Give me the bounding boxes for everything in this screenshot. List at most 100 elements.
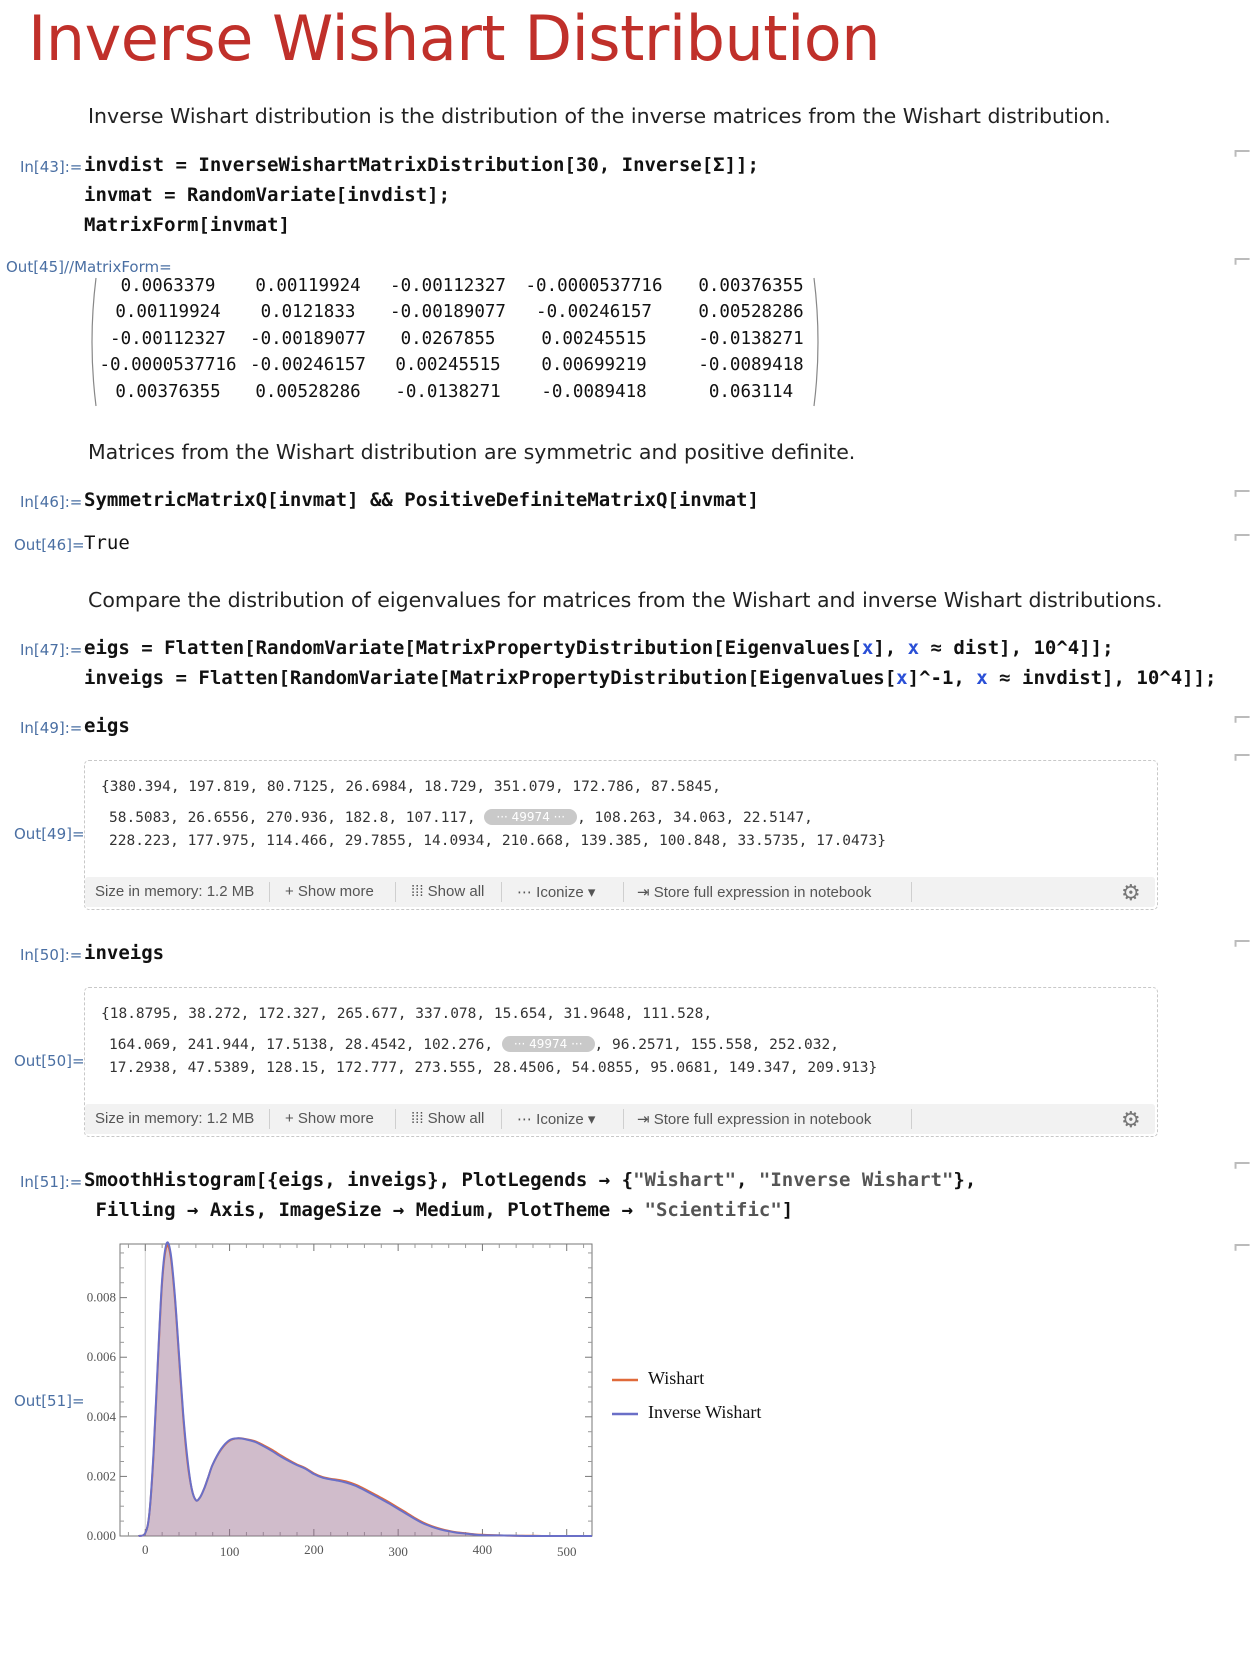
matrix-cell-r1-c1: 0.0063379 — [120, 276, 216, 296]
x-tick-label-0: 0 — [142, 1542, 149, 1557]
inveigs-line-2b: , 96.2571, 155.558, 252.032, — [594, 1037, 839, 1053]
output-label-45: Out[45]//MatrixForm= — [6, 258, 172, 276]
output-label-46: Out[46]= — [14, 536, 85, 554]
cell-bracket-out51[interactable]: ⌐ — [1232, 1232, 1253, 1260]
matrix-right-paren — [813, 277, 819, 407]
code-line-47b[interactable]: inveigs = Flatten[RandomVariate[MatrixPr… — [84, 667, 1217, 689]
matrix-cell-r3-c5: -0.0138271 — [698, 329, 804, 349]
matrix-cell-r1-c2: 0.00119924 — [255, 276, 361, 296]
eigs-toolbar-sep-5 — [911, 882, 912, 902]
y-tick-label-2: 0.004 — [87, 1409, 117, 1424]
output-label-51: Out[51]= — [14, 1392, 85, 1410]
code-51a-string2: "Inverse Wishart" — [758, 1169, 954, 1191]
y-tick-label-0: 0.000 — [87, 1528, 116, 1543]
y-tick-label-3: 0.006 — [87, 1349, 117, 1364]
eigs-store-button[interactable]: ⇥ Store full expression in notebook — [637, 884, 872, 901]
inveigs-show-more-button[interactable]: + Show more — [285, 1110, 374, 1127]
eigs-toolbar-sep-1 — [269, 882, 270, 902]
input-label-43: In[43]:= — [20, 158, 83, 176]
x-tick-label-400: 400 — [473, 1542, 493, 1557]
text-cell-3: Compare the distribution of eigenvalues … — [88, 588, 1163, 612]
inveigs-toolbar-sep-2 — [395, 1109, 396, 1129]
matrix-cell-r3-c1: -0.00112327 — [110, 329, 226, 349]
eigs-summary-box[interactable]: {380.394, 197.819, 80.7125, 26.6984, 18.… — [84, 760, 1158, 910]
code-line-43c[interactable]: MatrixForm[invmat] — [84, 214, 290, 236]
eigs-line-1: {380.394, 197.819, 80.7125, 26.6984, 18.… — [101, 779, 721, 795]
code-51a-part3: }, — [953, 1169, 977, 1191]
cell-bracket-out49[interactable]: ⌐ — [1232, 742, 1253, 770]
code-47a-x1: x — [861, 637, 874, 659]
legend-swatch-wishart — [612, 1378, 638, 1382]
inveigs-line-1: {18.8795, 38.272, 172.327, 265.677, 337.… — [101, 1006, 713, 1022]
eigs-elided-pill[interactable]: ··· 49974 ··· — [484, 809, 578, 825]
code-line-51b[interactable]: Filling → Axis, ImageSize → Medium, Plot… — [84, 1199, 793, 1221]
cell-bracket-46[interactable]: ⌐ — [1232, 478, 1253, 506]
code-47b-x2: x — [976, 667, 988, 689]
code-51b-part1: Filling → Axis, ImageSize → Medium, Plot… — [84, 1199, 645, 1221]
code-47a-part3: ≈ dist], 10^4]]; — [919, 637, 1114, 659]
input-label-50: In[50]:= — [20, 946, 83, 964]
eigs-gear-icon[interactable]: ⚙ — [1121, 880, 1141, 905]
series-fill-2 — [138, 1242, 592, 1536]
cell-bracket-out46[interactable]: ⌐ — [1232, 522, 1253, 550]
series-line-2 — [138, 1241, 592, 1537]
inveigs-store-button[interactable]: ⇥ Store full expression in notebook — [637, 1111, 872, 1128]
code-line-51a[interactable]: SmoothHistogram[{eigs, inveigs}, PlotLeg… — [84, 1169, 976, 1191]
inveigs-toolbar-sep-5 — [911, 1109, 912, 1129]
matrix-cell-r3-c4: 0.00245515 — [541, 329, 647, 349]
matrix-cell-r4-c4: 0.00699219 — [541, 355, 647, 375]
code-line-46[interactable]: SymmetricMatrixQ[invmat] && PositiveDefi… — [84, 489, 759, 511]
eigs-show-more-button[interactable]: + Show more — [285, 883, 374, 900]
input-label-49: In[49]:= — [20, 719, 83, 737]
matrix-cell-r2-c2: 0.0121833 — [260, 302, 356, 322]
cell-bracket-51[interactable]: ⌐ — [1232, 1150, 1253, 1178]
matrix-form-output: 0.0063379 0.00119924 -0.00112327 -0.0000537… — [86, 276, 826, 408]
x-tick-label-500: 500 — [557, 1544, 577, 1559]
inveigs-show-all-button[interactable]: ⁞⁞⁞ Show all — [411, 1110, 485, 1127]
code-line-47a[interactable]: eigs = Flatten[RandomVariate[MatrixPrope… — [84, 637, 1114, 659]
eigs-show-all-button[interactable]: ⁞⁞⁞ Show all — [411, 883, 485, 900]
code-47b-part1: inveigs = Flatten[RandomVariate[MatrixPr… — [84, 667, 897, 689]
cell-bracket-50[interactable]: ⌐ — [1232, 928, 1253, 956]
code-line-43b[interactable]: invmat = RandomVariate[invdist]; — [84, 184, 451, 206]
code-47b-part2: ]^-1, — [907, 667, 977, 689]
legend-label-wishart: Wishart — [648, 1368, 705, 1388]
matrix-cell-r2-c3: -0.00189077 — [390, 302, 506, 322]
inveigs-line-2: 164.069, 241.944, 17.5138, 28.4542, 102.… — [109, 1036, 839, 1053]
matrix-cell-r3-c3: 0.0267855 — [400, 329, 496, 349]
cell-bracket-49[interactable]: ⌐ — [1232, 704, 1253, 732]
code-line-50[interactable]: inveigs — [84, 942, 165, 964]
eigs-iconize-button[interactable]: ⋯ Iconize ▾ — [517, 884, 596, 901]
matrix-cell-r1-c4: -0.0000537716 — [525, 276, 663, 296]
matrix-cell-r4-c1: -0.0000537716 — [99, 355, 237, 375]
matrix-cell-r2-c1: 0.00119924 — [115, 302, 221, 322]
eigs-line-2a: 58.5083, 26.6556, 270.936, 182.8, 107.11… — [109, 810, 485, 826]
code-line-43a[interactable]: invdist = InverseWishartMatrixDistributi… — [84, 154, 759, 176]
matrix-cell-r2-c5: 0.00528286 — [698, 302, 804, 322]
matrix-cell-r5-c2: 0.00528286 — [255, 382, 361, 402]
eigs-line-3: 228.223, 177.975, 114.466, 29.7855, 14.0… — [109, 833, 886, 849]
cell-bracket-45[interactable]: ⌐ — [1232, 246, 1253, 274]
matrix-cell-r2-c4: -0.00246157 — [536, 302, 652, 322]
inveigs-toolbar-sep-3 — [501, 1109, 502, 1129]
inveigs-elided-pill[interactable]: ··· 49974 ··· — [501, 1036, 595, 1052]
matrix-cell-r5-c5: 0.063114 — [708, 382, 794, 402]
matrix-cell-r4-c2: -0.00246157 — [250, 355, 366, 375]
series-fill-1 — [138, 1245, 592, 1536]
text-cell-2: Matrices from the Wishart distribution a… — [88, 440, 856, 464]
eigs-size-in-memory: Size in memory: 1.2 MB — [95, 883, 255, 900]
code-line-49[interactable]: eigs — [84, 715, 130, 737]
matrix-cell-r5-c4: -0.0089418 — [541, 382, 647, 402]
x-tick-label-200: 200 — [304, 1542, 324, 1557]
chart-legend: Wishart Inverse Wishart — [612, 1368, 812, 1438]
inveigs-toolbar-sep-4 — [623, 1109, 624, 1129]
inveigs-gear-icon[interactable]: ⚙ — [1121, 1107, 1141, 1132]
y-tick-label-1: 0.002 — [87, 1468, 116, 1483]
input-label-51: In[51]:= — [20, 1173, 83, 1191]
output-true: True — [84, 532, 130, 554]
inveigs-toolbar: Size in memory: 1.2 MB + Show more ⁞⁞⁞ S… — [85, 1104, 1155, 1134]
code-51a-part2: , — [736, 1169, 759, 1191]
inveigs-iconize-button[interactable]: ⋯ Iconize ▾ — [517, 1111, 596, 1128]
cell-bracket-43[interactable]: ⌐ — [1232, 138, 1253, 166]
inveigs-summary-box[interactable]: {18.8795, 38.272, 172.327, 265.677, 337.… — [84, 987, 1158, 1137]
